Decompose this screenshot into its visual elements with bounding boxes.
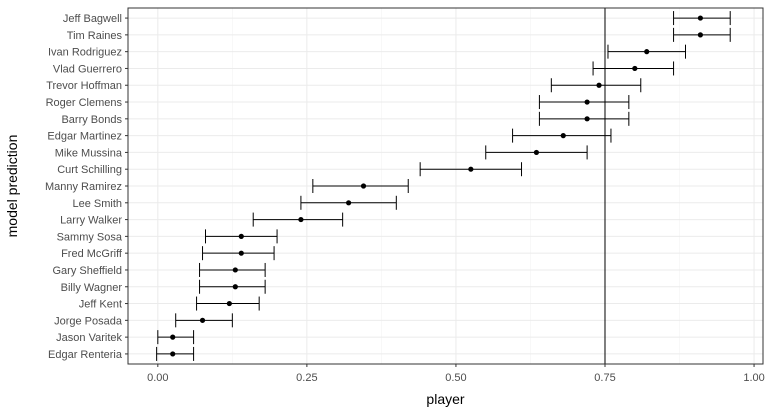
data-point [346, 200, 352, 206]
y-tick-label: Gary Sheffield [52, 265, 122, 277]
y-tick-label: Roger Clemens [46, 97, 123, 109]
y-tick-label: Barry Bonds [61, 114, 122, 126]
data-point [170, 334, 176, 340]
x-tick-label: 0.00 [147, 372, 168, 384]
data-point [697, 15, 703, 21]
y-tick-label: Edgar Martinez [47, 131, 122, 143]
data-point [697, 32, 703, 38]
y-tick-label: Trevor Hoffman [46, 80, 122, 92]
data-point [238, 250, 244, 256]
y-tick-label: Lee Smith [72, 198, 122, 210]
grid [128, 8, 763, 364]
data-row [156, 346, 195, 361]
data-row [512, 128, 612, 143]
y-tick-label: Mike Mussina [55, 147, 123, 159]
data-row [485, 145, 588, 160]
y-tick-label: Jason Varitek [56, 332, 122, 344]
data-row [205, 229, 278, 244]
x-axis-title: player [426, 391, 464, 407]
data-point [632, 65, 638, 72]
y-tick-label: Jorge Posada [54, 315, 123, 327]
data-point [226, 300, 232, 307]
y-axis-title: model prediction [4, 135, 20, 238]
y-tick-label: Larry Walker [60, 215, 122, 227]
data-row [592, 61, 675, 76]
y-tick-label: Fred McGriff [61, 248, 123, 260]
data-point [533, 149, 540, 156]
data-point [232, 267, 238, 273]
x-tick-label: 0.25 [296, 372, 317, 384]
data-row [300, 195, 397, 210]
y-tick-label: Vlad Guerrero [53, 63, 122, 75]
x-tick-label: 0.75 [594, 372, 615, 384]
data-point [238, 233, 244, 239]
data-row [199, 279, 266, 294]
data-point [199, 317, 206, 323]
data-point [584, 116, 590, 122]
y-tick-label: Ivan Rodriguez [48, 47, 122, 59]
y-tick-label: Sammy Sosa [57, 231, 123, 243]
x-tick-label: 0.50 [445, 372, 466, 384]
y-tick-label: Edgar Renteria [48, 349, 123, 361]
data-row [673, 11, 731, 26]
data-point [170, 351, 176, 357]
x-tick-label: 1.00 [743, 372, 764, 384]
data-row [202, 246, 275, 261]
data-point [596, 82, 602, 88]
x-axis: 0.00 0.25 0.50 0.75 1.00 [147, 364, 765, 384]
data-row [538, 111, 630, 126]
data-row [550, 78, 642, 93]
y-tick-label: Billy Wagner [61, 282, 123, 294]
y-axis: Jeff Bagwell Tim Raines Ivan Rodriguez Vlad… [45, 13, 128, 361]
data-point [298, 216, 304, 223]
data-point [232, 284, 238, 290]
data-row [538, 95, 630, 110]
data-row [175, 313, 233, 328]
data-row [673, 27, 731, 42]
data-row [196, 296, 260, 311]
data-point [560, 133, 566, 139]
y-tick-label: Jeff Kent [79, 299, 122, 311]
data-row [199, 262, 266, 277]
data-point [360, 183, 367, 189]
y-tick-label: Curt Schilling [57, 164, 122, 176]
data-row [419, 162, 523, 177]
data-row [252, 212, 344, 227]
data-row [312, 179, 409, 193]
data-point [584, 99, 590, 105]
y-tick-label: Tim Raines [67, 30, 123, 42]
data-row [607, 44, 686, 59]
y-tick-label: Jeff Bagwell [63, 13, 122, 25]
data-point [644, 49, 650, 55]
y-tick-label: Manny Ramirez [45, 181, 122, 193]
series-points [156, 11, 731, 361]
data-point [468, 166, 474, 172]
data-row [157, 330, 195, 345]
